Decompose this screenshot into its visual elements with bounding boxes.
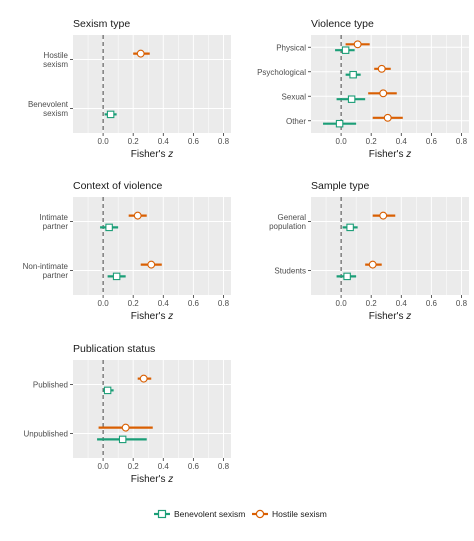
category-label: Unpublished — [24, 430, 68, 439]
x-tick-label: 0.2 — [366, 137, 378, 146]
x-axis-label: Fisher's z — [131, 311, 173, 322]
x-tick-label: 0.0 — [336, 137, 348, 146]
panel-violence-type: Violence type 0.0 0.2 0.4 0.6 0.8 Physical Psyc… — [257, 18, 469, 160]
legend-item-benevolent: Benevolent sexism — [154, 509, 245, 519]
category-label: Intimate partner — [40, 213, 69, 231]
x-tick-label: 0.6 — [426, 137, 438, 146]
category-label: Hostile sexism — [43, 51, 68, 69]
point-estimate-hostile — [377, 64, 386, 73]
category-label: Non-intimate partner — [23, 262, 69, 280]
legend-item-hostile: Hostile sexism — [252, 509, 327, 519]
category-label: Benevolent sexism — [28, 100, 69, 118]
x-axis-label: Fisher's z — [131, 474, 173, 485]
point-estimate-hostile — [136, 49, 145, 58]
point-estimate-benevolent — [343, 272, 351, 281]
panel-publication-status: Publication status 0.0 0.2 0.4 0.6 0.8 Publish… — [24, 343, 231, 485]
panel-title: Sexism type — [73, 18, 130, 30]
panel-sexism-type: Sexism type 0.0 0.2 0.4 0.6 0.8 Hostile sexism B… — [28, 18, 231, 160]
panel-background — [73, 360, 231, 458]
category-label: Published — [33, 381, 68, 390]
x-tick-label: 0.6 — [188, 462, 200, 471]
legend-label-benevolent: Benevolent sexism — [174, 509, 245, 519]
panel-title: Violence type — [311, 18, 374, 30]
x-tick-label: 0.8 — [218, 462, 230, 471]
point-estimate-benevolent — [341, 46, 350, 54]
panel-background — [73, 197, 231, 295]
x-tick-label: 0.2 — [366, 299, 378, 308]
legend-key-square-benevolent — [157, 509, 167, 519]
x-tick-label: 0.0 — [98, 137, 110, 146]
point-estimate-hostile — [379, 211, 388, 220]
x-tick-label: 0.0 — [98, 299, 110, 308]
point-estimate-benevolent — [349, 70, 357, 79]
point-estimate-hostile — [121, 423, 130, 432]
point-estimate-benevolent — [112, 272, 121, 281]
panel-title: Publication status — [73, 343, 155, 355]
point-estimate-hostile — [368, 260, 377, 269]
category-label: General population — [269, 213, 306, 231]
point-estimate-benevolent — [346, 223, 354, 232]
x-tick-label: 0.6 — [426, 299, 438, 308]
x-tick-label: 0.0 — [336, 299, 348, 308]
panel-context-of-violence: Context of violence 0.0 0.2 0.4 0.6 0.8 Intima… — [23, 180, 231, 322]
x-tick-label: 0.2 — [128, 462, 140, 471]
legend-key-circle-hostile — [255, 509, 265, 519]
category-label: Sexual — [282, 92, 307, 101]
point-estimate-hostile — [139, 374, 148, 383]
point-estimate-hostile — [147, 260, 156, 269]
point-estimate-hostile — [383, 113, 392, 122]
x-tick-label: 0.6 — [188, 137, 200, 146]
point-estimate-benevolent — [106, 110, 115, 119]
category-label: Students — [274, 267, 306, 276]
x-tick-label: 0.6 — [188, 299, 200, 308]
panel-title: Sample type — [311, 180, 370, 192]
x-tick-label: 0.2 — [128, 137, 140, 146]
x-axis-label: Fisher's z — [369, 311, 411, 322]
point-estimate-benevolent — [103, 386, 112, 395]
legend: Benevolent sexism Hostile sexism — [154, 509, 327, 519]
point-estimate-hostile — [353, 40, 362, 49]
x-tick-label: 0.4 — [158, 299, 170, 308]
category-label: Physical — [276, 43, 306, 52]
point-estimate-benevolent — [335, 119, 344, 128]
x-axis-label: Fisher's z — [369, 149, 411, 160]
category-label: Other — [286, 117, 306, 126]
panel-title: Context of violence — [73, 180, 162, 192]
x-tick-label: 0.4 — [158, 137, 170, 146]
x-tick-label: 0.0 — [98, 462, 110, 471]
category-label: Psychological — [257, 68, 306, 77]
panel-sample-type: Sample type 0.0 0.2 0.4 0.6 0.8 General populat… — [269, 180, 469, 322]
panels-container: Sexism type 0.0 0.2 0.4 0.6 0.8 Hostile sexism B… — [23, 18, 469, 485]
x-tick-label: 0.4 — [396, 299, 408, 308]
x-tick-label: 0.4 — [396, 137, 408, 146]
point-estimate-benevolent — [118, 435, 127, 444]
x-axis-label: Fisher's z — [131, 149, 173, 160]
x-tick-label: 0.8 — [456, 137, 468, 146]
panel-background — [73, 35, 231, 133]
x-tick-label: 0.4 — [158, 462, 170, 471]
x-tick-label: 0.8 — [218, 299, 230, 308]
point-estimate-benevolent — [105, 223, 113, 232]
point-estimate-benevolent — [347, 95, 356, 103]
x-tick-label: 0.2 — [128, 299, 140, 308]
legend-label-hostile: Hostile sexism — [272, 509, 327, 519]
panel-background — [311, 197, 469, 295]
point-estimate-hostile — [379, 89, 388, 98]
point-estimate-hostile — [133, 211, 142, 220]
x-tick-label: 0.8 — [456, 299, 468, 308]
x-tick-label: 0.8 — [218, 137, 230, 146]
